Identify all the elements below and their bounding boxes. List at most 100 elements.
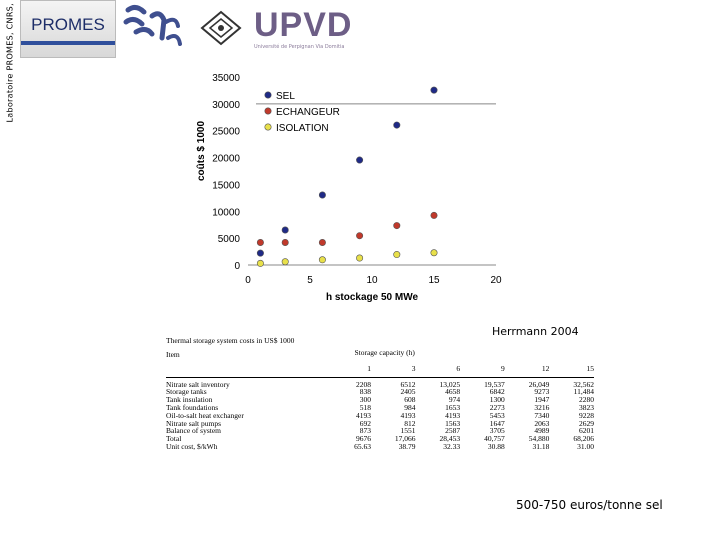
table-cell: 32,562	[573, 379, 594, 389]
table-cell: 518	[359, 402, 371, 412]
table-cell: 838	[359, 387, 371, 397]
table-row: Nitrate salt inventory 2208 6512 13,025 19,5…	[166, 377, 594, 388]
y-tick-label: 10000	[212, 207, 240, 218]
upvd-logo-subtext: Université de Perpignan Via Domitia	[254, 44, 345, 50]
table-cell: 65.63	[354, 441, 371, 451]
table-cell: 31.00	[577, 441, 594, 451]
capacity-cell: 15	[549, 360, 594, 378]
table-cell: 13,025	[439, 379, 461, 389]
table-cell: 2280	[579, 395, 594, 405]
table-cell: 9676	[355, 434, 371, 444]
row-label: Storage tanks	[166, 387, 207, 397]
data-point	[430, 211, 438, 219]
y-tick-label: 30000	[212, 100, 240, 111]
table-cell: 9228	[579, 410, 594, 420]
table-cell: 974	[448, 395, 461, 405]
table-cell: 873	[359, 426, 371, 436]
data-point	[318, 256, 326, 264]
table-cell: 6201	[579, 426, 594, 436]
table-cell: 2629	[579, 418, 594, 428]
table-cell: 1647	[489, 418, 505, 428]
table-cell: 28,453	[439, 434, 461, 444]
table-cell: 1653	[445, 402, 461, 412]
cost-scatter-chart: 0 5000 10000 15000 20000 25000 30000 35000 0 5 10 1…	[196, 73, 502, 303]
table-cell: 17,066	[394, 434, 416, 444]
data-point	[393, 251, 401, 259]
row-label: Nitrate salt pumps	[166, 418, 221, 428]
data-point	[281, 238, 289, 246]
table-cell: 1551	[400, 426, 416, 436]
row-label: Total	[166, 434, 182, 444]
data-point	[256, 259, 264, 267]
table-cell: 19,537	[484, 379, 505, 389]
row-label: Tank insulation	[166, 395, 213, 405]
y-tick-label: 20000	[212, 154, 240, 165]
x-tick-label: 20	[490, 275, 502, 286]
y-tick-label: 5000	[218, 234, 241, 245]
table-cell: 40,757	[484, 434, 505, 444]
source-note: Herrmann 2004	[492, 325, 579, 338]
x-tick-label: 15	[428, 275, 440, 286]
data-point	[318, 238, 326, 246]
table-cell: 3823	[579, 402, 594, 412]
table-cell: 812	[404, 418, 416, 428]
y-tick-label: 15000	[212, 180, 240, 191]
upvd-logo: UPVD Université de Perpignan Via Domitia	[254, 6, 354, 50]
table-cell: 68,206	[573, 434, 594, 444]
table-cell: 4193	[445, 410, 461, 420]
table-cell: 9273	[534, 387, 550, 397]
table-cell: 6842	[489, 387, 505, 397]
table-cell: 4193	[400, 410, 416, 420]
y-tick-label: 0	[234, 261, 240, 272]
table-cell: 692	[359, 418, 371, 428]
capacity-cell: 12	[504, 360, 550, 378]
table-title: Thermal storage system costs in US$ 1000	[166, 336, 295, 345]
table-cell: 30.88	[487, 441, 505, 451]
x-tick-label: 5	[307, 275, 313, 286]
data-point	[356, 232, 364, 240]
table-cell: 31.18	[532, 441, 550, 451]
table-row: Balance of system 873 1551 2587 3705 4989 6201	[166, 427, 594, 435]
table-row: Oil-to-salt heat exchanger 4193 4193 4193 54…	[166, 410, 594, 420]
table-cell: 4658	[445, 387, 461, 397]
table-cell: 2405	[400, 387, 416, 397]
row-label: Tank foundations	[166, 402, 219, 412]
table-cell: 1563	[445, 418, 461, 428]
promes-logo-text: PROMES	[31, 15, 105, 34]
y-tick-label: 35000	[212, 73, 240, 84]
table-cell: 1947	[534, 395, 550, 405]
promes-logo: PROMES	[20, 0, 116, 58]
table-cell: 32.33	[443, 441, 461, 451]
cnrs-logo	[123, 4, 182, 46]
row-label: Balance of system	[166, 426, 221, 436]
x-tick-label: 10	[366, 275, 378, 286]
legend-marker	[264, 91, 272, 99]
table-cell: 38.79	[398, 441, 416, 451]
row-label: Oil-to-salt heat exchanger	[166, 410, 244, 420]
table-cell: 4193	[355, 410, 371, 420]
table-row: Nitrate salt pumps 692 812 1563 1647 2063 2629	[166, 418, 594, 428]
table-cell: 608	[404, 395, 416, 405]
table-row: Storage tanks 838 2405 4658 6842 9273 11,484	[166, 388, 594, 396]
price-note: 500-750 euros/tonne sel	[516, 498, 663, 512]
promes-logo-bar	[21, 41, 115, 45]
capacity-cell: 3	[370, 360, 416, 378]
capacity-header: Storage capacity (h)	[354, 348, 415, 357]
item-header: Item	[166, 350, 180, 359]
capacity-cell: 9	[460, 360, 505, 378]
data-point	[430, 249, 438, 257]
data-point	[356, 254, 364, 262]
y-tick-label: 25000	[212, 127, 240, 138]
table-cell: 5453	[489, 410, 505, 420]
capacity-cell: 1	[334, 360, 371, 378]
data-point	[281, 258, 289, 266]
table-cell: 54,880	[528, 434, 550, 444]
table-cell: 2273	[489, 402, 505, 412]
table-cell: 4989	[534, 426, 550, 436]
data-point	[393, 222, 401, 230]
x-tick-label: 0	[245, 275, 251, 286]
upvd-logo-text: UPVD	[254, 6, 353, 44]
data-point	[318, 191, 326, 199]
data-point	[393, 121, 401, 129]
table-cell: 26,049	[528, 379, 550, 389]
